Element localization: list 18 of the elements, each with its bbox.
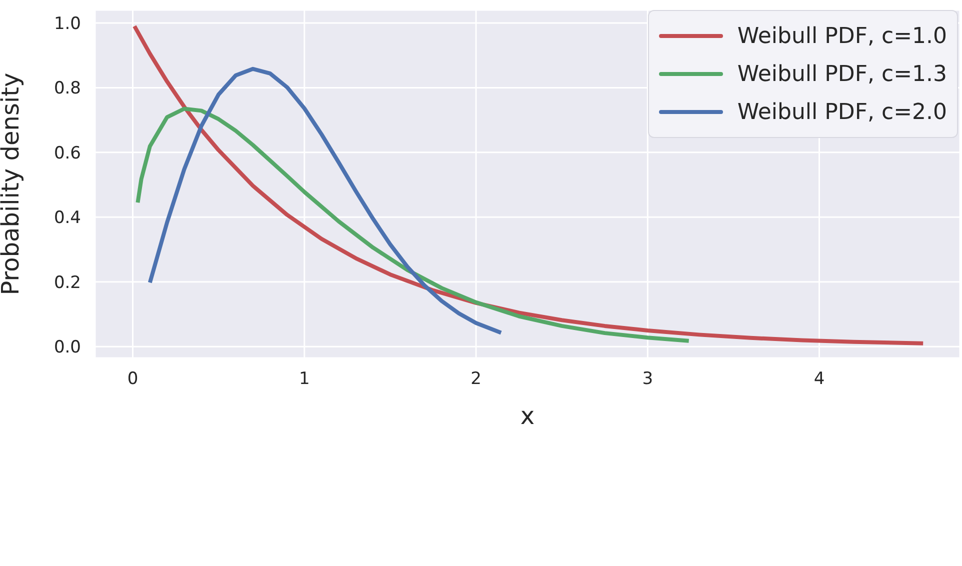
y-tick-label: 0.6: [54, 143, 81, 164]
y-tick-label: 0.2: [54, 272, 81, 293]
y-axis-title: Probability density: [0, 72, 25, 296]
y-tick-label: 1.0: [54, 14, 81, 34]
x-axis-title: x: [520, 402, 535, 430]
y-tick-label: 0.0: [54, 338, 81, 358]
line-series: [136, 106, 691, 343]
legend-label: Weibull PDF, c=1.3: [737, 62, 947, 86]
legend-label: Weibull PDF, c=1.0: [737, 24, 947, 48]
y-tick-label: 0.4: [54, 208, 81, 228]
x-tick-label: 1: [298, 369, 310, 390]
legend-label: Weibull PDF, c=2.0: [737, 100, 947, 124]
y-tick-label: 0.8: [54, 78, 81, 99]
x-tick-label: 4: [814, 369, 825, 390]
x-tick-label: 3: [642, 369, 654, 390]
x-tick-label: 2: [470, 369, 482, 390]
x-tick-label: 0: [127, 369, 138, 390]
line-series: [148, 66, 504, 335]
